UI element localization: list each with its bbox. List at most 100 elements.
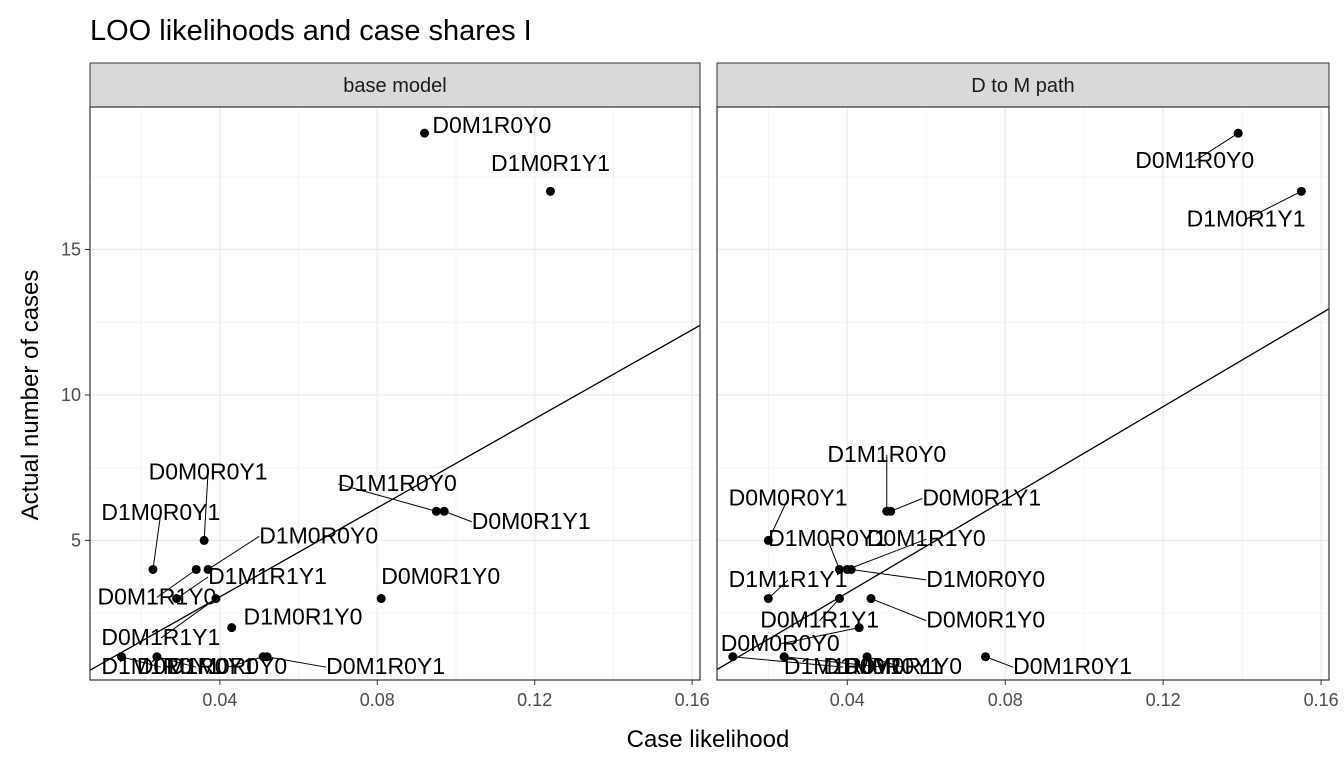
point-label: D0M1R0Y1 [137,653,256,679]
panel-content: D0M1R0Y0 D1M0R1Y1 D1M1R0Y0 D0M0R1Y1 D0M0R0Y1… [717,128,1329,679]
x-tick-label: 0.12 [517,690,552,710]
panel-border [89,106,701,681]
point-label: D1M1R0Y1 [101,653,220,679]
data-point [779,652,789,662]
leader-line [851,568,927,581]
point-label: D0M1R1Y1 [101,624,220,650]
data-point [199,535,209,545]
x-tick-label: 0.16 [675,690,710,710]
panel-0: base model D0M1R0Y0 D1M0R1Y1 D1M1R0Y0 D0M0R1… [61,62,710,710]
leader-line [1245,190,1302,220]
point-label: D1M1R0Y1 [784,653,903,679]
point-label: D1M0R0Y0 [926,566,1045,592]
data-point [376,594,386,604]
data-point [834,594,844,604]
point-label: D1M0R0Y0 [168,653,287,679]
data-point [203,564,213,574]
x-axis-title: Case likelihood [627,726,790,753]
chart-title: LOO likelihoods and case shares I [90,15,532,47]
x-tick-label: 0.08 [360,690,395,710]
data-point [854,623,864,633]
point-label: D1M0R0Y1 [823,653,942,679]
point-label: D0M1R1Y0 [867,525,986,551]
leader-line [337,483,437,512]
data-point [1233,128,1243,138]
x-tick-label: 0.04 [830,690,865,710]
y-tick-label: 5 [71,530,81,550]
panel-border [716,106,1330,681]
data-point [439,506,449,516]
fit-line [717,308,1329,671]
data-point [980,652,990,662]
leader-line [866,656,903,668]
data-point [763,535,773,545]
point-label: D0M1R0Y0 [432,112,551,138]
panel-background [90,107,700,680]
x-tick-label: 0.16 [1304,690,1339,710]
point-label: D1M0R0Y1 [768,525,887,551]
data-point [152,652,162,662]
leader-line [784,656,883,668]
point-label: D0M0R0Y0 [721,630,840,656]
leader-line [767,579,789,599]
leader-line [227,656,264,668]
point-label: D0M0R0Y1 [729,484,848,510]
data-point [420,128,430,138]
facet-label: D to M path [971,75,1074,97]
leader-line [780,627,860,645]
leader-line [160,598,217,639]
point-label: D0M1R0Y0 [1135,147,1254,173]
y-tick-label: 15 [61,240,81,260]
leader-line [732,656,844,668]
data-point [191,564,201,574]
leader-line [152,512,162,570]
data-point [172,594,182,604]
point-label: D1M1R0Y0 [827,441,946,467]
data-point [728,652,738,662]
facet-strip [89,62,701,108]
leader-line [207,535,260,570]
panel-background [717,107,1329,680]
point-label: D0M1R0Y1 [326,653,445,679]
leader-line [176,576,209,599]
data-point [846,564,856,574]
point-label: D1M0R1Y1 [1187,205,1306,231]
point-label: D1M1R1Y1 [729,566,848,592]
point-label: D0M0R1Y1 [472,508,591,534]
point-label: D1M0R1Y0 [243,604,362,630]
data-point [262,652,272,662]
leader-line [890,498,923,512]
point-label: D0M1R1Y1 [760,607,879,633]
panel-content: D0M1R0Y0 D1M0R1Y1 D1M1R0Y0 D0M0R1Y1 D0M0R0Y1… [90,112,700,679]
leader-line [444,510,472,523]
panel-1: D to M path D0M1R0Y0 D1M0R1Y1 D1M1R0Y0 D0M0R… [716,62,1339,710]
point-label: D0M0R1Y0 [381,563,500,589]
leader-line [121,656,161,668]
data-point [1296,186,1306,196]
data-point [431,506,441,516]
data-point [886,506,896,516]
point-label: D0M0R1Y0 [843,653,962,679]
leader-line [985,656,1014,668]
leader-line [847,538,927,570]
fit-line [90,324,700,671]
leader-line [870,598,927,622]
point-label: D0M0R1Y1 [922,484,1041,510]
point-label: D0M1R1Y0 [97,583,216,609]
leader-line [827,539,840,570]
leader-line [203,472,209,541]
leader-line [156,569,197,598]
data-point [211,594,221,604]
data-point [834,564,844,574]
leader-line [767,498,789,541]
point-label: D1M1R0Y0 [338,470,457,496]
point-label: D0M0R0Y1 [149,458,268,484]
data-point [866,594,876,604]
x-tick-label: 0.04 [202,690,237,710]
point-label: D1M0R0Y1 [101,499,220,525]
point-label: D0M0R1Y0 [926,607,1045,633]
x-tick-label: 0.12 [1146,690,1181,710]
y-tick-label: 10 [61,385,81,405]
y-axis-title: Actual number of cases [17,270,44,521]
point-label: D1M1R1Y1 [208,563,327,589]
